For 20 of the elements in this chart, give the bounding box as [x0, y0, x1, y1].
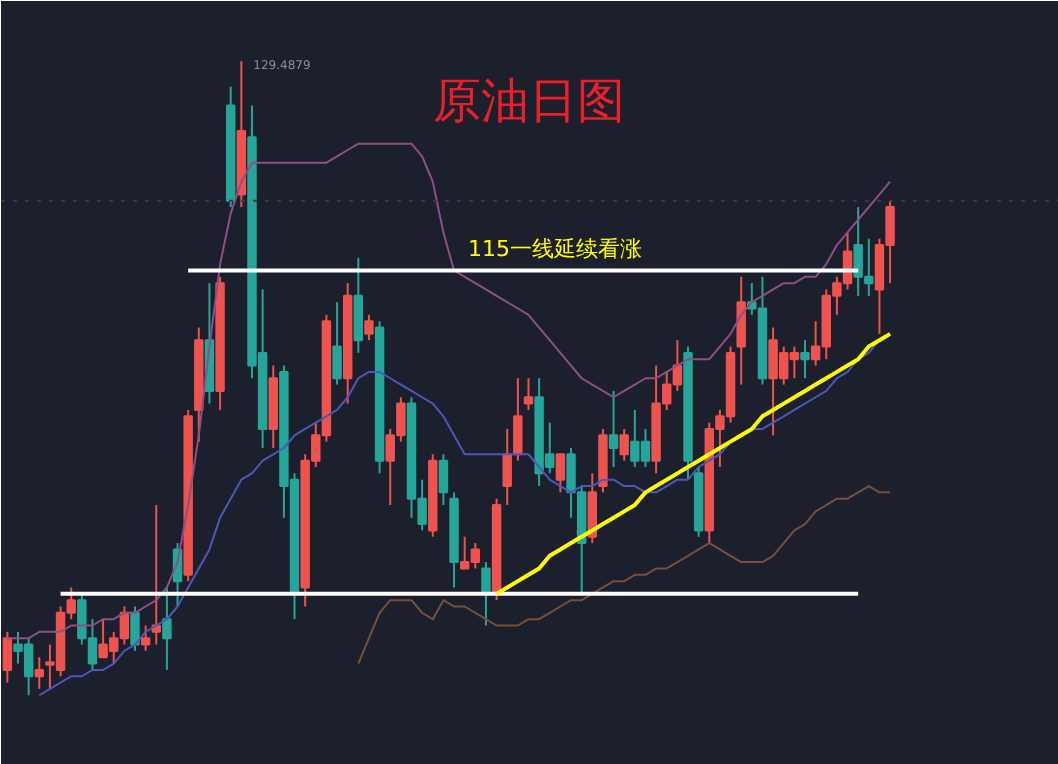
candlestick: [502, 427, 512, 507]
candlestick: [364, 313, 374, 342]
candlestick: [619, 427, 629, 462]
candlestick: [513, 377, 523, 462]
candlestick: [130, 605, 140, 652]
candlestick: [34, 656, 45, 690]
candlestick: [555, 453, 566, 494]
candlestick: [2, 630, 13, 684]
chart-title: 原油日图: [433, 73, 625, 129]
annotation: 115一线延续看涨: [468, 236, 643, 263]
candlestick: [162, 586, 172, 671]
candlestick: [736, 275, 746, 386]
candlestick: [332, 301, 342, 386]
candlestick: [353, 256, 364, 354]
candlestick: [481, 561, 491, 627]
candlestick: [140, 624, 151, 652]
candlestick: [438, 453, 449, 507]
candlestick: [608, 389, 619, 469]
candlestick: [523, 377, 534, 411]
candlestick: [800, 339, 810, 380]
